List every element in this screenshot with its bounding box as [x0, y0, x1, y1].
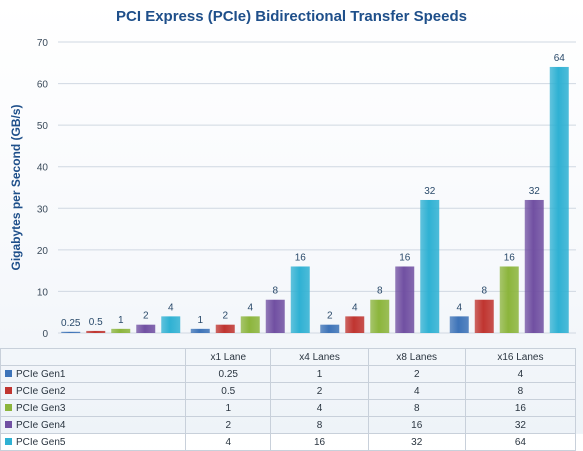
- data-label: 4: [456, 302, 462, 313]
- data-label: 1: [197, 315, 203, 326]
- legend-label: PCIe Gen3: [16, 402, 66, 414]
- legend-key-icon: [5, 420, 12, 428]
- legend-entry: PCIe Gen3: [0, 399, 186, 417]
- bar: [499, 266, 519, 333]
- data-label: 4: [168, 302, 174, 313]
- bar: [265, 299, 285, 333]
- bar: [161, 316, 181, 333]
- bar: [395, 266, 415, 333]
- legend-label: PCIe Gen2: [16, 385, 66, 397]
- y-tick-label: 50: [37, 121, 49, 132]
- y-tick-label: 10: [37, 287, 49, 298]
- legend-entry: PCIe Gen5: [0, 433, 186, 451]
- bar: [290, 266, 310, 333]
- bar: [474, 299, 494, 333]
- bar: [320, 324, 340, 333]
- data-label: 2: [222, 311, 228, 322]
- data-label: 8: [377, 286, 383, 297]
- bar: [345, 316, 365, 333]
- table-cell: 16: [367, 416, 466, 434]
- table-cell: 2: [184, 416, 272, 434]
- data-label: 16: [399, 252, 411, 263]
- data-label: 32: [424, 186, 436, 197]
- data-label: 32: [529, 186, 541, 197]
- data-label: 8: [272, 286, 278, 297]
- bar: [370, 299, 390, 333]
- x-tick-label: x16 Lanes: [464, 348, 577, 366]
- table-row: PCIe Gen3 1 4 8 16: [0, 399, 577, 417]
- legend-label: PCIe Gen1: [16, 368, 66, 380]
- table-cell: 4: [367, 382, 466, 400]
- table-cell: 1: [270, 365, 369, 383]
- table-cell: 4: [184, 433, 272, 451]
- table-cell: 2: [367, 365, 466, 383]
- x-tick-label: x1 Lane: [184, 348, 272, 366]
- table-row: PCIe Gen1 0.25 1 2 4: [0, 365, 577, 383]
- table-cell: 8: [270, 416, 369, 434]
- bar: [449, 316, 469, 333]
- bar: [549, 66, 569, 333]
- bar: [240, 316, 260, 333]
- bar-chart: 0 10 20 30 40 50 60 70 Gigabytes per Second (GB/…: [9, 38, 576, 340]
- data-label: 4: [352, 302, 358, 313]
- data-label: 1: [118, 315, 124, 326]
- legend-entry: PCIe Gen1: [0, 365, 186, 383]
- x-tick-label: x8 Lanes: [367, 348, 466, 366]
- bar: [215, 324, 235, 333]
- data-table: x1 Lane x4 Lanes x8 Lanes x16 Lanes PCIe Gen…: [0, 348, 577, 451]
- table-cell: 8: [367, 399, 466, 417]
- chart-title: PCI Express (PCIe) Bidirectional Transfe…: [116, 8, 467, 25]
- data-label: 16: [504, 252, 516, 263]
- legend-key-icon: [5, 437, 12, 445]
- data-label: 2: [327, 311, 333, 322]
- table-cell: 0.25: [184, 365, 272, 383]
- table-cell: 2: [270, 382, 369, 400]
- legend-label: PCIe Gen5: [16, 436, 66, 448]
- legend-key-icon: [5, 369, 12, 377]
- table-cell: 4: [464, 365, 577, 383]
- table-cell: 16: [270, 433, 369, 451]
- y-tick-label: 70: [37, 38, 49, 49]
- data-label: 0.5: [89, 317, 103, 328]
- data-label: 16: [295, 252, 307, 263]
- bar: [524, 199, 544, 333]
- y-tick-label: 30: [37, 204, 49, 215]
- bar: [111, 328, 131, 333]
- data-label: 4: [247, 302, 253, 313]
- table-cell: 4: [270, 399, 369, 417]
- legend-entry: PCIe Gen4: [0, 416, 186, 434]
- bar: [420, 199, 440, 333]
- y-axis-label: Gigabytes per Second (GB/s): [9, 104, 23, 270]
- table-cell: 32: [367, 433, 466, 451]
- bar: [61, 331, 81, 333]
- table-cell: 0.5: [184, 382, 272, 400]
- legend-key-icon: [5, 403, 12, 411]
- y-tick-label: 40: [37, 163, 49, 174]
- legend-entry: PCIe Gen2: [0, 382, 186, 400]
- legend-key-icon: [5, 386, 12, 394]
- table-cell: 16: [464, 399, 577, 417]
- data-label: 0.25: [61, 318, 81, 329]
- y-tick-label: 60: [37, 80, 49, 91]
- table-header-row: x1 Lane x4 Lanes x8 Lanes x16 Lanes: [0, 348, 577, 366]
- y-tick-label: 20: [37, 246, 49, 257]
- table-cell: 8: [464, 382, 577, 400]
- bar: [86, 330, 106, 333]
- chart-root: 0 10 20 30 40 50 60 70 Gigabytes per Second (GB/…: [0, 8, 577, 451]
- bar: [190, 328, 210, 333]
- table-row: PCIe Gen5 4 16 32 64: [0, 433, 577, 451]
- x-tick-label: x4 Lanes: [270, 348, 369, 366]
- table-cell: 1: [184, 399, 272, 417]
- data-label: 8: [481, 286, 487, 297]
- legend-label: PCIe Gen4: [16, 419, 66, 431]
- table-cell: 32: [464, 416, 577, 434]
- table-row: PCIe Gen2 0.5 2 4 8: [0, 382, 577, 400]
- bar: [136, 324, 156, 333]
- data-label: 64: [554, 53, 566, 64]
- table-cell: 64: [464, 433, 577, 451]
- data-label: 2: [143, 311, 149, 322]
- table-row: PCIe Gen4 2 8 16 32: [0, 416, 577, 434]
- table-corner-cell: [0, 348, 186, 366]
- y-tick-label: 0: [42, 329, 48, 340]
